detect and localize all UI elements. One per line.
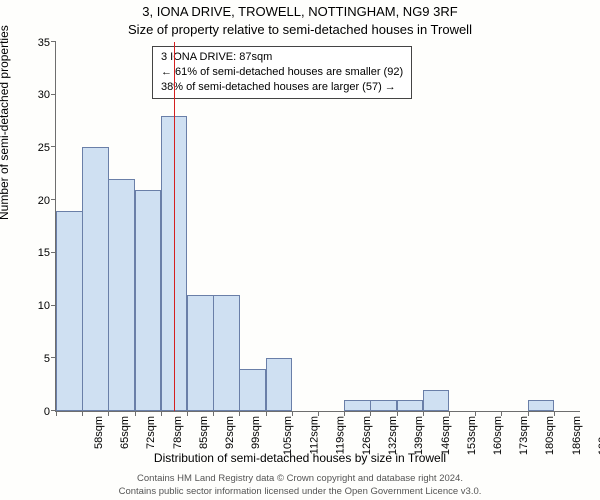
x-tick-label: 92sqm [224, 416, 236, 449]
info-box-line3: 38% of semi-detached houses are larger (… [161, 80, 403, 95]
x-tick-label: 173sqm [518, 416, 530, 455]
x-tick-label: 119sqm [334, 416, 346, 454]
x-tick-mark [135, 411, 136, 416]
x-tick-mark [82, 411, 83, 416]
x-tick-mark [56, 411, 57, 416]
x-tick-mark [475, 411, 476, 416]
plot-area: 3 IONA DRIVE: 87sqm ← 61% of semi-detach… [55, 42, 580, 412]
x-tick-label: 132sqm [387, 416, 399, 455]
y-tick-label: 15 [38, 247, 50, 259]
y-tick-label: 20 [38, 195, 50, 207]
histogram-bar [266, 358, 293, 411]
y-tick-mark [51, 41, 56, 42]
x-tick-mark [397, 411, 398, 416]
x-tick-label: 99sqm [250, 416, 262, 449]
histogram-bar [56, 211, 83, 411]
y-tick-mark [51, 146, 56, 147]
histogram-bar [370, 400, 397, 411]
x-tick-mark [161, 411, 162, 416]
chart-title-line2: Size of property relative to semi-detach… [0, 22, 600, 37]
x-tick-mark [344, 411, 345, 416]
y-axis-label: Number of semi-detached properties [0, 25, 11, 220]
x-tick-mark [108, 411, 109, 416]
x-tick-mark [528, 411, 529, 416]
footer-line1: Contains HM Land Registry data © Crown c… [0, 473, 600, 484]
histogram-bar [344, 400, 371, 411]
x-axis-label: Distribution of semi-detached houses by … [0, 451, 600, 465]
y-tick-label: 25 [38, 142, 50, 154]
histogram-bar [213, 295, 240, 411]
x-tick-label: 72sqm [145, 416, 157, 449]
x-tick-label: 180sqm [545, 416, 557, 455]
x-tick-mark [501, 411, 502, 416]
x-tick-mark [239, 411, 240, 416]
histogram-bar [187, 295, 214, 411]
x-tick-mark [318, 411, 319, 416]
y-tick-label: 10 [38, 300, 50, 312]
y-tick-mark [51, 199, 56, 200]
x-tick-mark [266, 411, 267, 416]
y-tick-label: 35 [38, 37, 50, 49]
x-tick-mark [554, 411, 555, 416]
y-tick-label: 5 [44, 353, 50, 365]
histogram-bar [397, 400, 424, 411]
x-tick-label: 58sqm [93, 416, 105, 449]
y-tick-mark [51, 357, 56, 358]
marker-line [174, 42, 175, 411]
x-tick-label: 112sqm [308, 416, 320, 454]
info-box-line2: ← 61% of semi-detached houses are smalle… [161, 65, 403, 80]
histogram-bar [423, 390, 450, 411]
histogram-bar [239, 369, 266, 411]
x-tick-label: 160sqm [492, 416, 504, 455]
x-tick-mark [292, 411, 293, 416]
x-tick-mark [370, 411, 371, 416]
y-tick-label: 30 [38, 89, 50, 101]
x-tick-label: 146sqm [440, 416, 452, 455]
histogram-bar [528, 400, 555, 411]
x-tick-label: 78sqm [172, 416, 184, 449]
x-tick-mark [449, 411, 450, 416]
info-box-line1: 3 IONA DRIVE: 87sqm [161, 50, 403, 65]
footer-line2: Contains public sector information licen… [0, 486, 600, 497]
x-tick-mark [187, 411, 188, 416]
y-tick-mark [51, 305, 56, 306]
y-tick-mark [51, 252, 56, 253]
x-tick-label: 126sqm [361, 416, 373, 455]
x-tick-label: 105sqm [283, 416, 295, 455]
x-tick-label: 186sqm [571, 416, 583, 455]
x-tick-mark [213, 411, 214, 416]
histogram-bar [135, 190, 162, 411]
y-tick-mark [51, 94, 56, 95]
x-tick-label: 85sqm [198, 416, 210, 449]
chart-title-line1: 3, IONA DRIVE, TROWELL, NOTTINGHAM, NG9 … [0, 4, 600, 19]
info-box: 3 IONA DRIVE: 87sqm ← 61% of semi-detach… [152, 46, 412, 99]
x-tick-label: 153sqm [466, 416, 478, 455]
x-tick-mark [423, 411, 424, 416]
y-tick-label: 0 [44, 406, 50, 418]
x-tick-label: 65sqm [119, 416, 131, 449]
histogram-bar [82, 147, 109, 411]
histogram-bar [108, 179, 135, 411]
x-tick-label: 139sqm [414, 416, 426, 455]
